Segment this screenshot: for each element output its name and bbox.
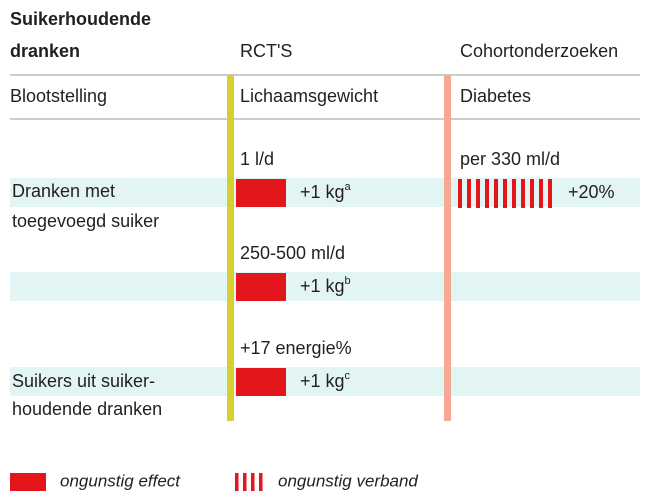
stripe (476, 179, 480, 208)
row-label: Suikers uit suiker- (12, 371, 155, 391)
effect-box (236, 179, 286, 207)
dose: 250-500 ml/d (240, 243, 345, 263)
subheader: Lichaamsgewicht (240, 86, 378, 106)
subheader: Diabetes (460, 86, 531, 106)
cohort-bar (444, 75, 451, 421)
legend-swatch (10, 473, 46, 491)
effect-box (236, 368, 286, 396)
stripe (494, 179, 498, 208)
dose: per 330 ml/d (460, 149, 560, 169)
legend-stripes (235, 473, 263, 491)
stripe (235, 473, 239, 491)
title: dranken (10, 41, 80, 61)
effect-box (236, 273, 286, 301)
row-label: toegevoegd suiker (12, 211, 159, 231)
stripe (548, 179, 552, 208)
row-band (10, 178, 640, 207)
stripe (458, 179, 462, 208)
effect: +1 kga (300, 181, 352, 202)
stripe (243, 473, 247, 491)
column-header: RCT'S (240, 41, 292, 61)
row-band (10, 367, 640, 396)
stripe (521, 179, 525, 208)
stripe (512, 179, 516, 208)
stripe (467, 179, 471, 208)
legend-label: ongunstig effect (60, 471, 181, 490)
stripe (503, 179, 507, 208)
stripe (259, 473, 263, 491)
column-header: Cohortonderzoeken (460, 41, 618, 61)
legend-label: ongunstig verband (278, 471, 418, 490)
row-label: Dranken met (12, 181, 115, 201)
stripe (539, 179, 543, 208)
effect: +1 kgb (300, 275, 351, 296)
dose: +17 energie% (240, 338, 352, 358)
dose: 1 l/d (240, 149, 274, 169)
row-label: houdende dranken (12, 399, 162, 419)
subheader: Blootstelling (10, 86, 107, 106)
rct-bar (227, 75, 234, 421)
stripe (251, 473, 255, 491)
association-stripes (458, 179, 552, 208)
effect: +1 kgc (300, 370, 351, 391)
row-band (10, 272, 640, 301)
row-bands (10, 178, 640, 396)
title: Suikerhoudende (10, 9, 151, 29)
effect: +20% (568, 182, 615, 202)
stripe (485, 179, 489, 208)
stripe (530, 179, 534, 208)
